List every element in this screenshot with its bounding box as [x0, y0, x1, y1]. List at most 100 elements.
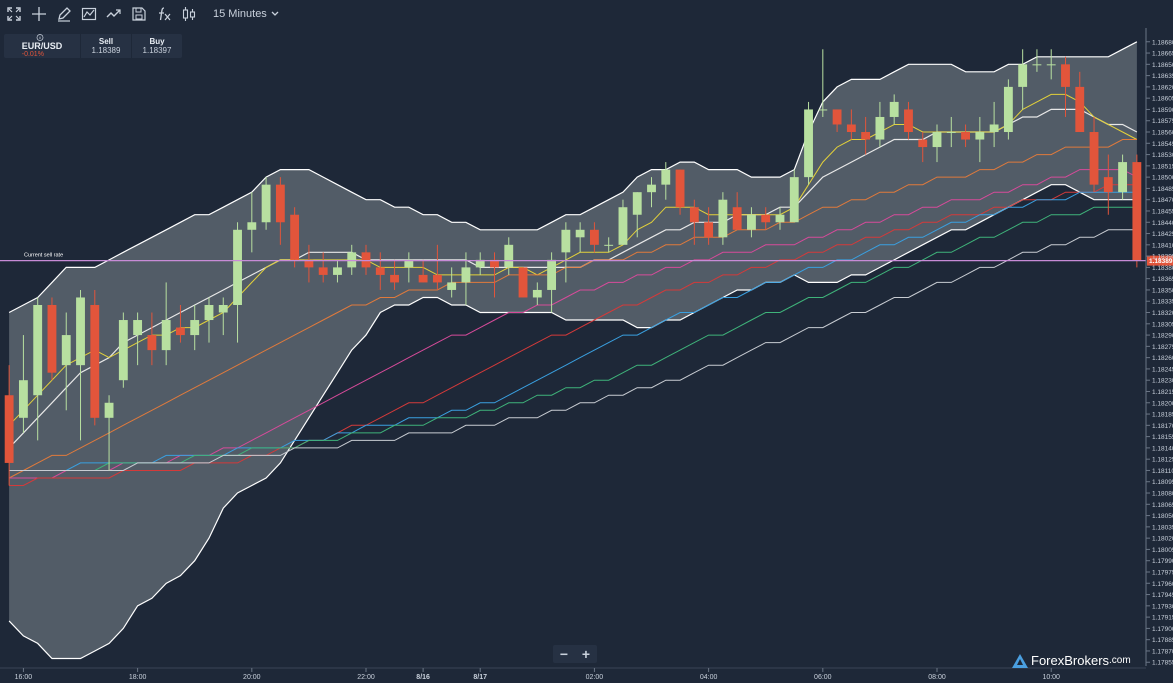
y-tick-label: 1.17960	[1152, 581, 1173, 588]
candle-body	[1018, 64, 1028, 87]
y-tick-label: 1.18665	[1152, 51, 1173, 58]
y-tick-label: 1.17930	[1152, 603, 1173, 610]
y-tick-label: 1.18125	[1152, 457, 1173, 464]
candle-body	[261, 184, 271, 223]
sell-value: 1.18389	[91, 46, 121, 55]
forexbrokers-logo-icon	[1012, 653, 1028, 668]
bollinger-band-fill	[9, 41, 1137, 659]
candle-body	[589, 229, 599, 245]
current-price-tag	[1147, 255, 1173, 266]
indicator-icon[interactable]	[77, 2, 101, 26]
zoom-out-button[interactable]: −	[559, 646, 569, 662]
fx-icon[interactable]	[152, 2, 176, 26]
x-tick-label: 8/16	[416, 674, 430, 681]
y-tick-label: 1.18155	[1152, 434, 1173, 441]
candle-body	[747, 214, 756, 230]
trend-icon[interactable]	[102, 2, 126, 26]
candle-body	[846, 124, 856, 133]
y-tick-label: 1.18260	[1152, 355, 1173, 362]
chart-toolbar: 15 Minutes	[0, 0, 1173, 28]
y-tick-label: 1.17885	[1152, 637, 1173, 644]
y-tick-label: 1.18410	[1152, 242, 1173, 249]
candle-body	[233, 229, 242, 305]
candle-body	[361, 252, 371, 268]
candle-body	[732, 207, 742, 230]
y-tick-label: 1.18185	[1152, 412, 1173, 419]
candle-body	[161, 320, 171, 351]
symbol-cell[interactable]: EUR/USD -0.01%	[4, 34, 81, 58]
y-tick-label: 1.18350	[1152, 287, 1173, 294]
y-tick-label: 1.18515	[1152, 163, 1173, 170]
candle-body	[661, 169, 671, 185]
candle-body	[133, 320, 143, 336]
candle-body	[504, 244, 514, 268]
x-tick-label: 08:00	[928, 674, 946, 681]
crosshair-icon[interactable]	[27, 2, 51, 26]
candle-body	[447, 282, 457, 290]
x-tick-label: 22:00	[357, 674, 375, 681]
zoom-in-button[interactable]: +	[581, 646, 591, 662]
series-line-ema-orange	[8, 139, 1137, 479]
candle-body	[832, 109, 842, 125]
y-tick-label: 1.18065	[1152, 502, 1173, 509]
candle-body	[818, 109, 828, 111]
symbol-change: -0.01%	[21, 51, 44, 58]
candle-body	[118, 320, 128, 381]
candle-body	[718, 199, 728, 238]
y-tick-label: 1.17870	[1152, 648, 1173, 655]
y-tick-label: 1.18005	[1152, 547, 1173, 554]
y-tick-label: 1.17975	[1152, 569, 1173, 576]
candle-body	[961, 132, 970, 140]
timeframe-dropdown[interactable]: 15 Minutes	[213, 8, 279, 20]
candle-body	[789, 177, 799, 223]
y-tick-label: 1.18320	[1152, 310, 1173, 317]
candle-body	[47, 304, 57, 373]
buy-button[interactable]: Buy 1.18397	[132, 34, 182, 58]
candle-body	[918, 139, 928, 148]
candle-body	[176, 327, 185, 336]
candle-body	[861, 132, 871, 140]
candle-type-icon[interactable]	[177, 2, 201, 26]
candle-body	[318, 267, 328, 275]
y-tick-label: 1.18440	[1152, 220, 1173, 227]
candle-body	[1032, 64, 1042, 66]
candle-body	[475, 259, 485, 268]
y-tick-label: 1.18050	[1152, 513, 1173, 520]
candle-body	[704, 222, 714, 238]
candle-body	[904, 109, 913, 133]
sell-button[interactable]: Sell 1.18389	[81, 34, 132, 58]
chevron-down-icon	[271, 11, 279, 16]
candle-body	[375, 267, 385, 275]
sell-label: Sell	[98, 37, 114, 46]
y-tick-label: 1.18380	[1152, 265, 1173, 272]
candle-body	[4, 395, 14, 463]
x-tick-label: 04:00	[700, 674, 718, 681]
candle-body	[775, 214, 785, 223]
y-tick-label: 1.18080	[1152, 491, 1173, 498]
y-tick-label: 1.18620	[1152, 84, 1173, 91]
y-tick-label: 1.18305	[1152, 321, 1173, 328]
y-tick-label: 1.18650	[1152, 62, 1173, 69]
info-icon[interactable]	[35, 34, 45, 41]
brand-domain: .com	[1109, 655, 1131, 666]
y-tick-label: 1.18500	[1152, 175, 1173, 182]
candle-body	[190, 320, 200, 336]
y-tick-label: 1.18395	[1152, 254, 1173, 261]
fullscreen-icon[interactable]	[2, 2, 26, 26]
candle-body	[1103, 177, 1113, 193]
y-tick-label: 1.18170	[1152, 423, 1173, 430]
candle-body	[647, 184, 656, 193]
candle-body	[490, 259, 499, 268]
candle-body	[104, 402, 114, 418]
candle-body	[975, 132, 985, 140]
current-price-text: 1.18389	[1149, 258, 1173, 265]
series-line-bb-lower	[8, 184, 1137, 660]
candle-body	[90, 304, 100, 418]
y-tick-label: 1.17990	[1152, 558, 1173, 565]
y-tick-label: 1.18335	[1152, 299, 1173, 306]
y-tick-label: 1.18230	[1152, 378, 1173, 385]
y-tick-label: 1.18485	[1152, 186, 1173, 193]
draw-icon[interactable]	[52, 2, 76, 26]
save-icon[interactable]	[127, 2, 151, 26]
